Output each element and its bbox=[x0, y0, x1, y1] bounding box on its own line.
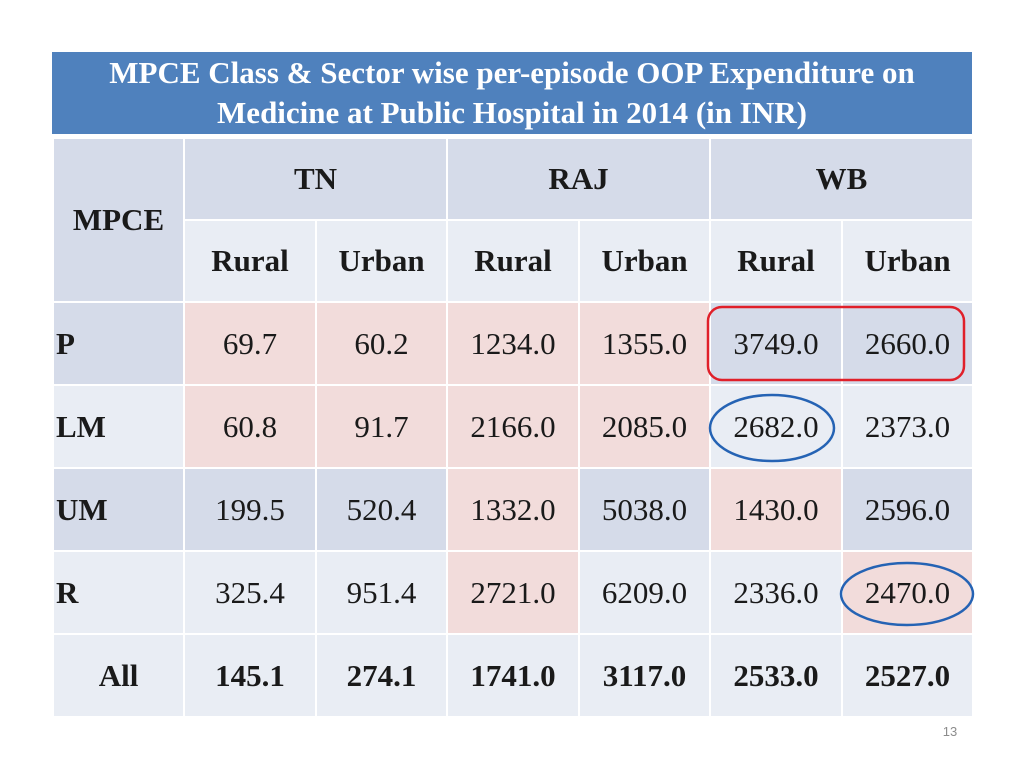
table-cell: 2533.0 bbox=[709, 633, 844, 718]
row-label-r: R bbox=[52, 550, 185, 635]
row-label-lm: LM bbox=[52, 384, 185, 469]
table-cell: 2336.0 bbox=[709, 550, 844, 635]
table-cell: 60.2 bbox=[314, 301, 449, 386]
table-cell: 2596.0 bbox=[841, 467, 975, 552]
row-label-p: P bbox=[52, 301, 185, 386]
table-cell: 2470.0 bbox=[841, 550, 975, 635]
title-line-1: MPCE Class & Sector wise per-episode OOP… bbox=[109, 55, 915, 90]
table-cell: 2721.0 bbox=[446, 550, 581, 635]
table-cell: 2373.0 bbox=[841, 384, 975, 469]
table-cell: 951.4 bbox=[314, 550, 449, 635]
header-state-raj: RAJ bbox=[446, 137, 712, 221]
table-row: UM 199.5 520.4 1332.0 5038.0 1430.0 2596… bbox=[52, 467, 975, 552]
title-banner: MPCE Class & Sector wise per-episode OOP… bbox=[52, 52, 972, 134]
table-cell: 1332.0 bbox=[446, 467, 581, 552]
header-raj-urban: Urban bbox=[578, 219, 712, 303]
table-row: LM 60.8 91.7 2166.0 2085.0 2682.0 2373.0 bbox=[52, 384, 975, 469]
header-tn-rural: Rural bbox=[183, 219, 317, 303]
table-cell: 325.4 bbox=[183, 550, 317, 635]
table-cell: 1355.0 bbox=[578, 301, 712, 386]
table-cell: 5038.0 bbox=[578, 467, 712, 552]
table-cell: 6209.0 bbox=[578, 550, 712, 635]
header-state-tn: TN bbox=[182, 137, 449, 221]
table-cell: 1430.0 bbox=[709, 467, 844, 552]
table-cell: 274.1 bbox=[314, 633, 449, 718]
table-cell: 3749.0 bbox=[709, 301, 844, 386]
table-cell: 1234.0 bbox=[446, 301, 581, 386]
header-wb-rural: Rural bbox=[709, 219, 844, 303]
table-cell: 3117.0 bbox=[578, 633, 712, 718]
title-line-2: Medicine at Public Hospital in 2014 (in … bbox=[217, 95, 807, 130]
row-label-all: All bbox=[52, 633, 185, 718]
header-tn-urban: Urban bbox=[314, 219, 449, 303]
table-row: R 325.4 951.4 2721.0 6209.0 2336.0 2470.… bbox=[52, 550, 975, 635]
header-wb-urban: Urban bbox=[841, 219, 975, 303]
table-cell: 2166.0 bbox=[446, 384, 581, 469]
table-row: P 69.7 60.2 1234.0 1355.0 3749.0 2660.0 bbox=[52, 301, 975, 386]
header-state-wb: WB bbox=[709, 137, 975, 221]
table-cell: 2527.0 bbox=[841, 633, 975, 718]
header-mpce: MPCE bbox=[52, 137, 185, 303]
table-cell: 2682.0 bbox=[709, 384, 844, 469]
table-cell: 69.7 bbox=[183, 301, 317, 386]
table-cell: 2085.0 bbox=[578, 384, 712, 469]
expenditure-table: MPCE TN RAJ WB Rural Urban Rural Urban R… bbox=[52, 137, 975, 718]
table-cell: 60.8 bbox=[183, 384, 317, 469]
table-cell: 2660.0 bbox=[841, 301, 975, 386]
header-raj-rural: Rural bbox=[446, 219, 581, 303]
table-cell: 91.7 bbox=[314, 384, 449, 469]
table-row-total: All 145.1 274.1 1741.0 3117.0 2533.0 252… bbox=[52, 633, 975, 718]
table-cell: 199.5 bbox=[183, 467, 317, 552]
page-number: 13 bbox=[942, 724, 958, 739]
table-cell: 145.1 bbox=[183, 633, 317, 718]
table-cell: 1741.0 bbox=[446, 633, 581, 718]
table-cell: 520.4 bbox=[314, 467, 449, 552]
row-label-um: UM bbox=[52, 467, 185, 552]
